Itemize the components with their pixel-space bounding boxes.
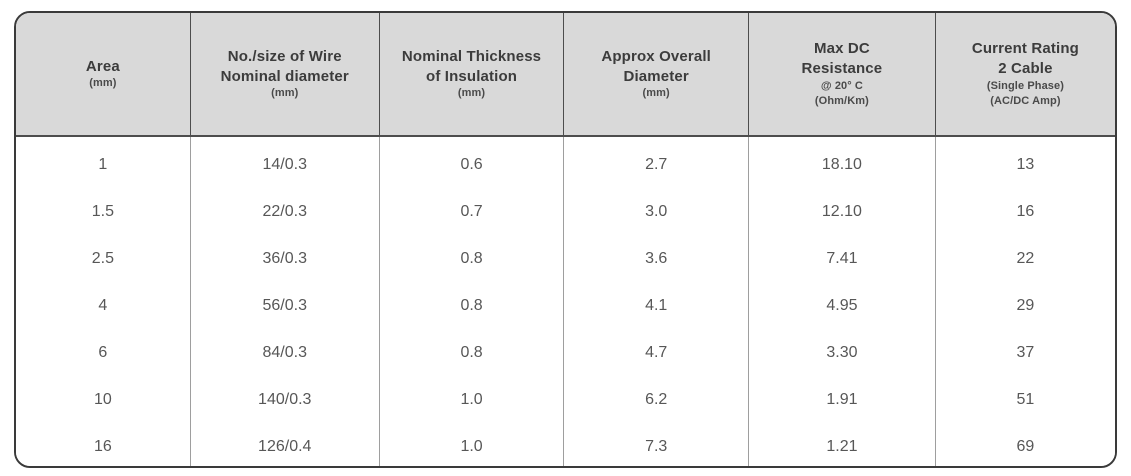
cell-diameter: 4.1 — [564, 282, 749, 329]
cell-diameter: 3.0 — [564, 188, 749, 235]
cell-diameter: 4.7 — [564, 329, 749, 376]
col-title: Max DC — [813, 40, 870, 58]
table-body: 1 14/0.3 0.6 2.7 18.10 13 1.5 22/0.3 0.7 3.0 12.10… — [16, 137, 1115, 466]
cell-area: 4 — [16, 282, 191, 329]
col-subtitle: (mm) — [197, 86, 373, 101]
cell-wire: 14/0.3 — [190, 137, 380, 188]
col-unit-line2: (AC/DC Amp) — [990, 94, 1061, 107]
cell-resistance: 7.41 — [749, 235, 936, 282]
col-title: Area — [85, 57, 120, 75]
cell-insulation: 0.7 — [379, 188, 565, 235]
cell-diameter: 7.3 — [564, 423, 749, 466]
col-title-line2: Resistance — [801, 60, 883, 78]
cell-area: 16 — [16, 423, 191, 466]
table-row: 1 14/0.3 0.6 2.7 18.10 13 — [16, 137, 1115, 188]
col-unit: @ 20° C — [820, 79, 863, 92]
wire-spec-table-card: Area (mm) No./size of Wire Nominal diame… — [14, 11, 1117, 468]
cell-resistance: 3.30 — [749, 329, 936, 376]
cell-insulation: 0.6 — [379, 137, 565, 188]
cell-area: 10 — [16, 376, 191, 423]
table-header: Area (mm) No./size of Wire Nominal diame… — [16, 13, 1115, 137]
cell-current: 29 — [935, 282, 1115, 329]
cell-insulation: 0.8 — [379, 329, 565, 376]
col-title: Nominal Thickness — [401, 47, 542, 65]
col-header-resistance: Max DC Resistance @ 20° C (Ohm/Km) — [749, 13, 936, 137]
cell-resistance: 1.21 — [749, 423, 936, 466]
table-row: 2.5 36/0.3 0.8 3.6 7.41 22 — [16, 235, 1115, 282]
col-subtitle: (mm) — [386, 86, 558, 101]
col-unit: (Single Phase) — [986, 79, 1065, 92]
col-unit: (mm) — [271, 87, 299, 100]
header-row: Area (mm) No./size of Wire Nominal diame… — [16, 13, 1115, 137]
col-title: Current Rating — [971, 40, 1079, 58]
col-unit: (mm) — [89, 77, 117, 90]
col-title-line2: Nominal diameter — [220, 67, 349, 85]
cell-area: 1 — [16, 137, 191, 188]
cell-area: 1.5 — [16, 188, 191, 235]
cell-insulation: 1.0 — [379, 423, 565, 466]
table-row: 1.5 22/0.3 0.7 3.0 12.10 16 — [16, 188, 1115, 235]
table-row: 10 140/0.3 1.0 6.2 1.91 51 — [16, 376, 1115, 423]
table-row: 4 56/0.3 0.8 4.1 4.95 29 — [16, 282, 1115, 329]
cell-current: 69 — [935, 423, 1115, 466]
col-unit: (mm) — [642, 87, 670, 100]
table-row: 6 84/0.3 0.8 4.7 3.30 37 — [16, 329, 1115, 376]
cell-wire: 140/0.3 — [190, 376, 380, 423]
cell-insulation: 0.8 — [379, 235, 565, 282]
cell-wire: 22/0.3 — [190, 188, 380, 235]
col-header-current: Current Rating 2 Cable (Single Phase) (A… — [935, 13, 1115, 137]
cell-wire: 56/0.3 — [190, 282, 380, 329]
cell-current: 16 — [935, 188, 1115, 235]
cell-area: 2.5 — [16, 235, 191, 282]
col-title-line2: of Insulation — [426, 67, 518, 85]
cell-wire: 126/0.4 — [190, 423, 380, 466]
cell-resistance: 1.91 — [749, 376, 936, 423]
col-header-wire: No./size of Wire Nominal diameter (mm) — [190, 13, 380, 137]
wire-spec-table: Area (mm) No./size of Wire Nominal diame… — [16, 13, 1115, 466]
table-row: 16 126/0.4 1.0 7.3 1.21 69 — [16, 423, 1115, 466]
col-subtitle: (Single Phase) (AC/DC Amp) — [942, 79, 1109, 109]
col-subtitle: (mm) — [22, 76, 184, 91]
cell-resistance: 4.95 — [749, 282, 936, 329]
cell-current: 37 — [935, 329, 1115, 376]
col-subtitle: @ 20° C (Ohm/Km) — [755, 79, 929, 109]
col-header-area: Area (mm) — [16, 13, 191, 137]
col-unit: (mm) — [457, 87, 486, 100]
col-header-diameter: Approx Overall Diameter (mm) — [564, 13, 749, 137]
cell-area: 6 — [16, 329, 191, 376]
cell-current: 22 — [935, 235, 1115, 282]
col-header-insulation: Nominal Thickness of Insulation (mm) — [379, 13, 565, 137]
col-title-line2: 2 Cable — [998, 60, 1053, 78]
cell-diameter: 6.2 — [564, 376, 749, 423]
col-unit-line2: (Ohm/Km) — [814, 94, 869, 107]
cell-insulation: 1.0 — [379, 376, 565, 423]
cell-current: 51 — [935, 376, 1115, 423]
cell-diameter: 3.6 — [564, 235, 749, 282]
col-subtitle: (mm) — [570, 86, 742, 101]
cell-resistance: 12.10 — [749, 188, 936, 235]
cell-resistance: 18.10 — [749, 137, 936, 188]
cell-insulation: 0.8 — [379, 282, 565, 329]
cell-current: 13 — [935, 137, 1115, 188]
cell-diameter: 2.7 — [564, 137, 749, 188]
col-title: No./size of Wire — [227, 47, 342, 65]
col-title: Approx Overall — [601, 47, 711, 65]
col-title-line2: Diameter — [623, 67, 689, 85]
cell-wire: 36/0.3 — [190, 235, 380, 282]
cell-wire: 84/0.3 — [190, 329, 380, 376]
